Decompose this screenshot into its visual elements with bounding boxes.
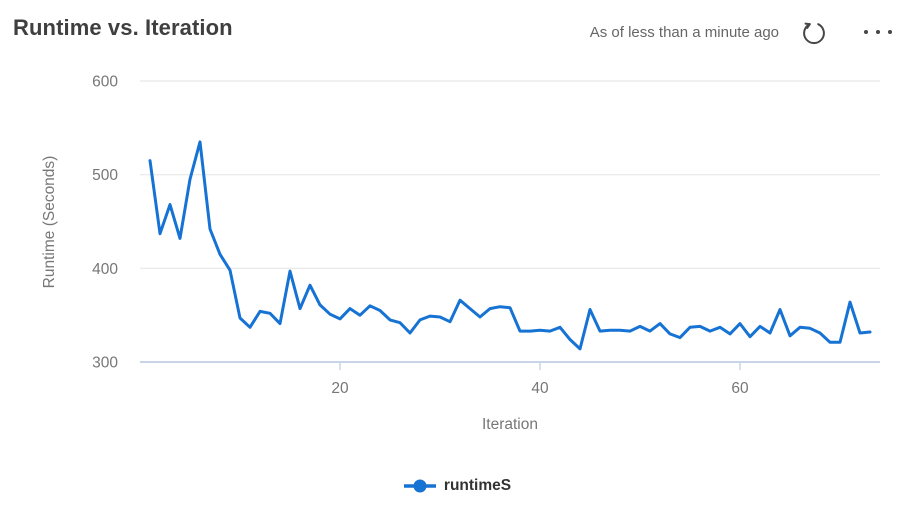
x-axis-title: Iteration xyxy=(482,416,538,433)
runtime-chart[interactable]: 300 400 500 600 20 40 60 Runtime (Seconds) It… xyxy=(0,0,914,455)
refresh-button[interactable] xyxy=(799,17,829,47)
gridlines xyxy=(140,80,880,363)
svg-text:500: 500 xyxy=(92,167,118,184)
y-tick-labels: 300 400 500 600 xyxy=(92,74,118,372)
ellipsis-icon xyxy=(864,30,892,34)
y-axis-title: Runtime (Seconds) xyxy=(41,156,58,289)
legend-item-runtimes[interactable]: runtimeS xyxy=(403,477,511,495)
more-options-button[interactable] xyxy=(861,17,895,47)
svg-text:60: 60 xyxy=(731,380,749,397)
tile-header: Runtime vs. Iteration As of less than a … xyxy=(13,14,895,47)
x-axis-ticks xyxy=(339,362,741,370)
x-tick-labels: 20 40 60 xyxy=(331,380,749,397)
svg-text:300: 300 xyxy=(92,355,118,372)
page-title: Runtime vs. Iteration xyxy=(13,15,233,40)
svg-text:20: 20 xyxy=(331,380,349,397)
header-actions: As of less than a minute ago xyxy=(590,14,895,47)
svg-text:600: 600 xyxy=(92,74,118,91)
chart-legend: runtimeS xyxy=(0,477,914,495)
refresh-icon xyxy=(803,22,825,44)
line-with-dot-icon xyxy=(403,479,436,493)
legend-label: runtimeS xyxy=(443,477,512,494)
runtime-series-line[interactable] xyxy=(148,140,872,351)
svg-text:40: 40 xyxy=(531,380,549,397)
svg-text:400: 400 xyxy=(92,261,118,278)
as-of-status: As of less than a minute ago xyxy=(589,23,779,41)
